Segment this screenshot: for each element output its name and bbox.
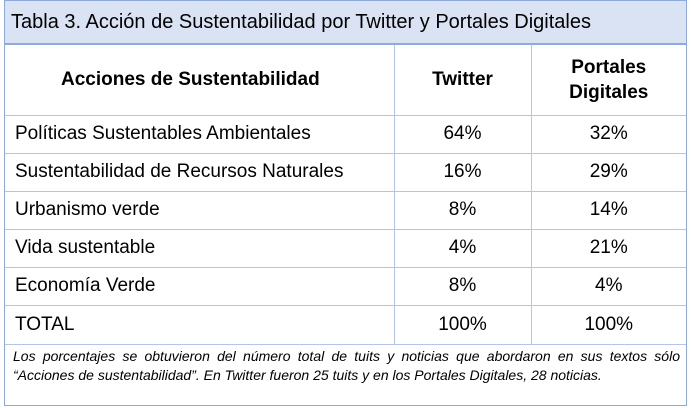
total-label: TOTAL [5,305,395,345]
table-row: Sustentabilidad de Recursos Naturales 16… [5,153,686,192]
row-portales: 32% [531,115,686,154]
row-portales: 29% [531,153,686,192]
table-row: Vida sustentable 4% 21% [5,229,686,268]
header-twitter: Twitter [394,45,532,116]
header-portales-line2: Digitales [569,81,649,103]
row-twitter: 64% [394,115,532,154]
header-portales-line1: Portales [571,56,647,78]
table-row: Políticas Sustentables Ambientales 64% 3… [5,115,686,154]
table-row: Urbanismo verde 8% 14% [5,191,686,230]
total-portales: 100% [531,305,686,345]
header-portales: Portales Digitales [531,45,686,116]
row-label: Sustentabilidad de Recursos Naturales [5,153,395,192]
row-label: Urbanismo verde [5,191,395,230]
header-row: Acciones de Sustentabilidad Twitter Port… [5,45,686,116]
table-footnote: Los porcentajes se obtuvieron del número… [13,347,680,383]
sustainability-table: Tabla 3. Acción de Sustentabilidad por T… [4,0,687,406]
table-title: Tabla 3. Acción de Sustentabilidad por T… [5,1,686,45]
table-row: Economía Verde 8% 4% [5,267,686,306]
header-acciones: Acciones de Sustentabilidad [5,45,395,116]
row-twitter: 8% [394,191,532,230]
row-twitter: 8% [394,267,532,306]
row-portales: 4% [531,267,686,306]
row-portales: 14% [531,191,686,230]
row-twitter: 4% [394,229,532,268]
row-twitter: 16% [394,153,532,192]
row-portales: 21% [531,229,686,268]
data-table: Acciones de Sustentabilidad Twitter Port… [5,45,686,345]
row-label: Políticas Sustentables Ambientales [5,115,395,154]
total-row: TOTAL 100% 100% [5,305,686,345]
row-label: Vida sustentable [5,229,395,268]
row-label: Economía Verde [5,267,395,306]
total-twitter: 100% [394,305,532,345]
